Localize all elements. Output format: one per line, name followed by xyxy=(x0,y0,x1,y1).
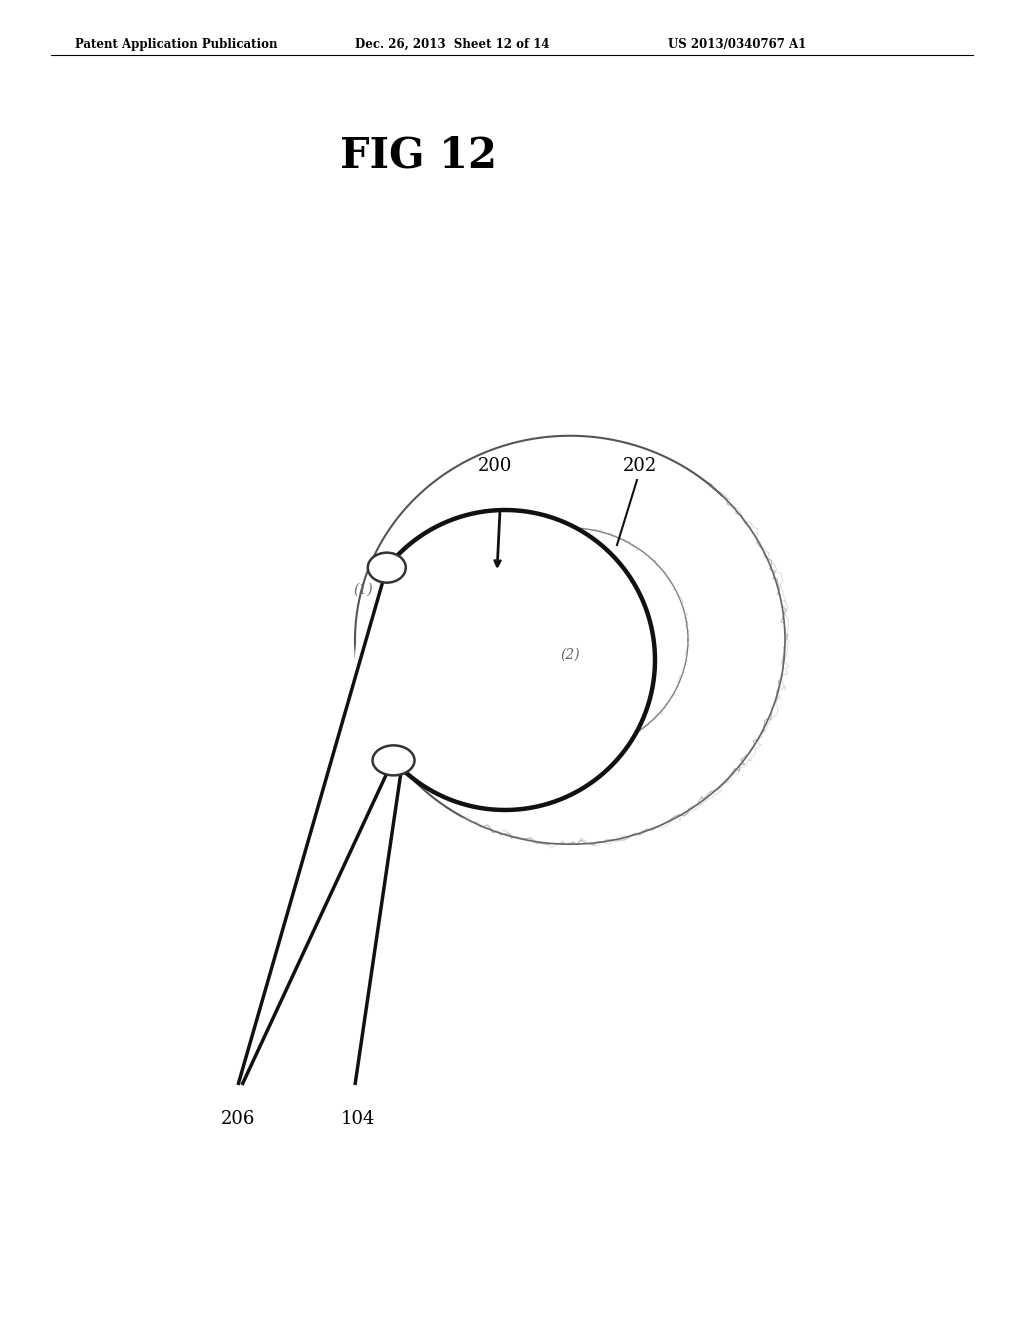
Ellipse shape xyxy=(373,746,415,775)
Text: (2): (2) xyxy=(560,648,580,663)
Text: Dec. 26, 2013  Sheet 12 of 14: Dec. 26, 2013 Sheet 12 of 14 xyxy=(355,38,550,51)
Ellipse shape xyxy=(452,528,688,752)
Text: 104: 104 xyxy=(341,1110,375,1129)
Ellipse shape xyxy=(355,436,785,845)
Text: US 2013/0340767 A1: US 2013/0340767 A1 xyxy=(668,38,806,51)
Text: 206: 206 xyxy=(221,1110,255,1129)
Text: 202: 202 xyxy=(623,457,657,475)
Ellipse shape xyxy=(355,510,655,810)
Text: (1): (1) xyxy=(353,583,373,597)
Text: FIG 12: FIG 12 xyxy=(340,135,497,177)
Text: 200: 200 xyxy=(478,457,512,475)
Text: Patent Application Publication: Patent Application Publication xyxy=(75,38,278,51)
Ellipse shape xyxy=(368,553,406,582)
